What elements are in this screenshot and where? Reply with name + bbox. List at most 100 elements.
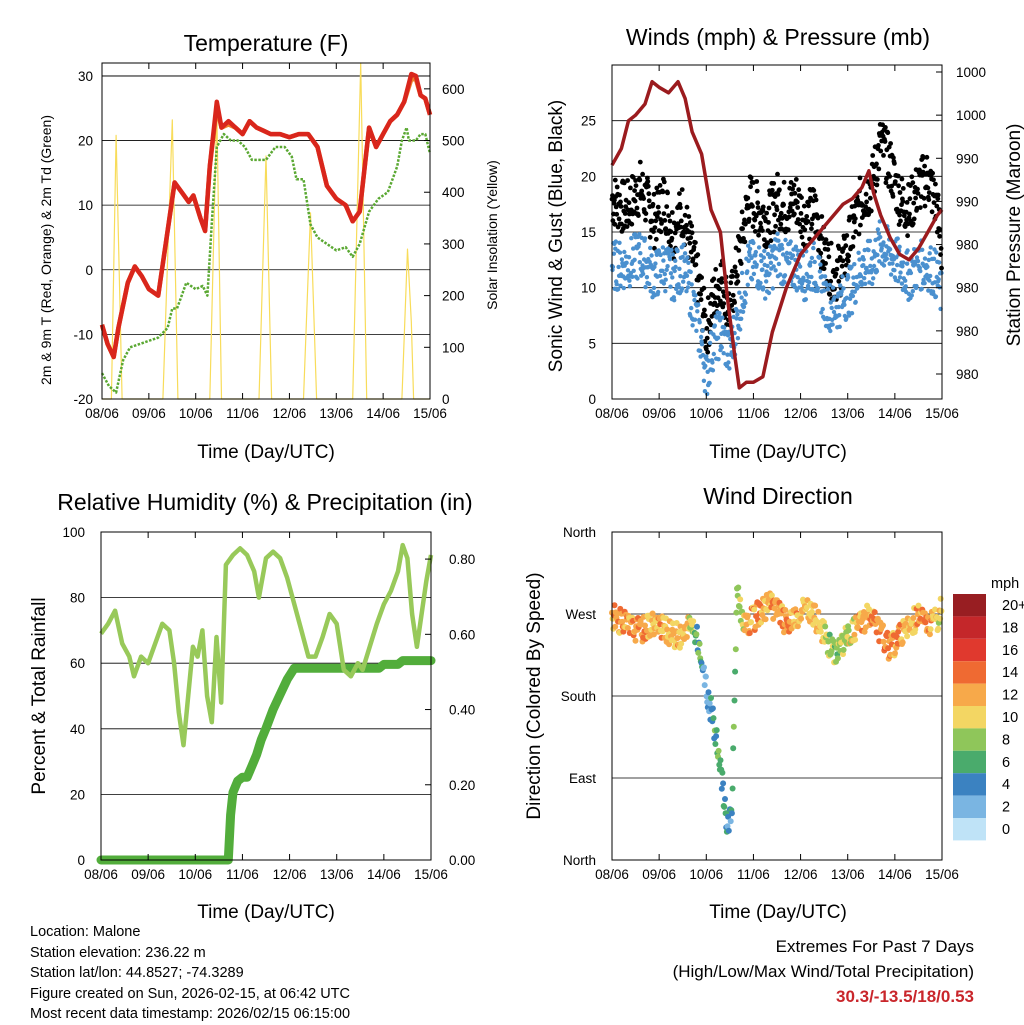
direction-point [709, 705, 716, 712]
winds-sonic-point [637, 260, 642, 265]
winds-gust-point [935, 196, 941, 202]
winds-sonic-point [698, 348, 703, 353]
winds-gust-point [742, 239, 748, 245]
winds-gust-point [900, 186, 906, 191]
winds-sonic-point [858, 273, 864, 279]
winds-gust-point [778, 210, 784, 216]
winds-sonic-point [926, 257, 931, 263]
direction-point [812, 602, 819, 609]
humidity-panel: Relative Humidity (%) & Precipitation (i… [29, 489, 475, 923]
figure-created: Figure created on Sun, 2026-02-15, at 06… [30, 985, 350, 1002]
winds-gust-point [878, 148, 884, 154]
winds-sonic-point [849, 264, 854, 270]
humidity-ytick-label: 60 [70, 656, 85, 671]
humidity-y2tick-label: 0.40 [449, 703, 475, 718]
winds-sonic-point [749, 277, 755, 282]
winds-sonic-point [745, 269, 750, 274]
winds-sonic-point [831, 309, 837, 315]
winds-sonic-point [727, 366, 732, 371]
winds-sonic-point [762, 248, 767, 254]
winds-sonic-point [763, 296, 768, 301]
direction-point [926, 631, 933, 638]
winds-ytick-label: 25 [581, 114, 596, 129]
direction-point [730, 723, 737, 730]
winds-gust-point [796, 187, 802, 193]
winds-gust-point [839, 263, 845, 269]
winds-sonic-point [846, 275, 851, 280]
winds-gust-point [650, 201, 656, 207]
direction-ytick-label: West [565, 607, 596, 622]
winds-gust-point [896, 183, 901, 189]
winds-gust-point [672, 230, 678, 236]
winds-sonic-point [685, 255, 690, 260]
colorbar-swatch [953, 706, 986, 729]
winds-y2tick-label: 1000 [956, 108, 986, 123]
direction-point [713, 733, 720, 740]
winds-gust-point [929, 209, 935, 215]
winds-gust-point [654, 185, 660, 191]
winds-gust-point [884, 176, 889, 182]
winds-sonic-point [901, 260, 906, 265]
winds-sonic-point [808, 260, 813, 265]
winds-gust-point [899, 176, 905, 182]
winds-gust-point [795, 217, 801, 222]
humidity-xtick-label: 12/06 [273, 867, 307, 882]
winds-gust-point [688, 235, 694, 241]
winds-sonic-point [648, 245, 653, 251]
winds-sonic-point [689, 282, 694, 287]
direction-point [927, 626, 934, 633]
winds-sonic-point [649, 253, 654, 258]
winds-sonic-point [751, 271, 757, 277]
winds-gust-point [883, 125, 888, 130]
winds-gust-point [614, 211, 620, 217]
winds-gust-point [632, 188, 637, 194]
direction-point [710, 715, 717, 722]
direction-point [828, 647, 835, 654]
colorbar-swatch [953, 795, 986, 818]
direction-point [650, 631, 657, 638]
winds-gust-point [616, 216, 622, 222]
winds-gust-point [657, 183, 663, 188]
winds-sonic-point [621, 285, 626, 291]
winds-gust-point [742, 217, 747, 223]
winds-gust-point [686, 214, 692, 219]
colorbar-swatch [953, 773, 986, 796]
winds-sonic-point [806, 280, 812, 285]
direction-point [899, 639, 906, 646]
winds-gust-point [663, 226, 669, 232]
direction-point [673, 620, 680, 626]
winds-sonic-point [759, 258, 764, 264]
winds-gust-point [669, 210, 675, 215]
winds-gust-point [864, 199, 869, 205]
winds-sonic-point [876, 231, 881, 236]
winds-sonic-point [805, 283, 811, 289]
winds-gust-point [874, 161, 879, 167]
winds-sonic-point [871, 263, 877, 269]
winds-sonic-point [726, 360, 731, 365]
winds-gust-point [621, 180, 627, 186]
winds-gust-point [637, 177, 643, 183]
winds-gust-point [612, 221, 618, 227]
direction-point [690, 618, 697, 625]
winds-gust-point [931, 200, 937, 206]
winds-gust-point [662, 218, 668, 223]
winds-sonic-point [750, 264, 756, 270]
winds-sonic-point [927, 251, 932, 256]
winds-gust-point [907, 211, 912, 217]
winds-gust-point [754, 179, 760, 184]
winds-gust-point [645, 183, 651, 189]
winds-gust-point [695, 252, 701, 258]
colorbar-label: 18 [1002, 620, 1018, 636]
winds-y2tick-label: 1000 [956, 65, 986, 80]
winds-gust-point [858, 222, 863, 228]
direction-plot-frame [611, 531, 943, 861]
winds-sonic-point [764, 279, 769, 284]
winds-sonic-point [672, 268, 677, 274]
direction-point [733, 609, 740, 616]
winds-gust-point [892, 161, 897, 166]
winds-sonic-point [803, 297, 808, 302]
direction-title: Wind Direction [703, 483, 853, 509]
winds-gust-point [774, 207, 780, 213]
direction-point [701, 682, 708, 689]
